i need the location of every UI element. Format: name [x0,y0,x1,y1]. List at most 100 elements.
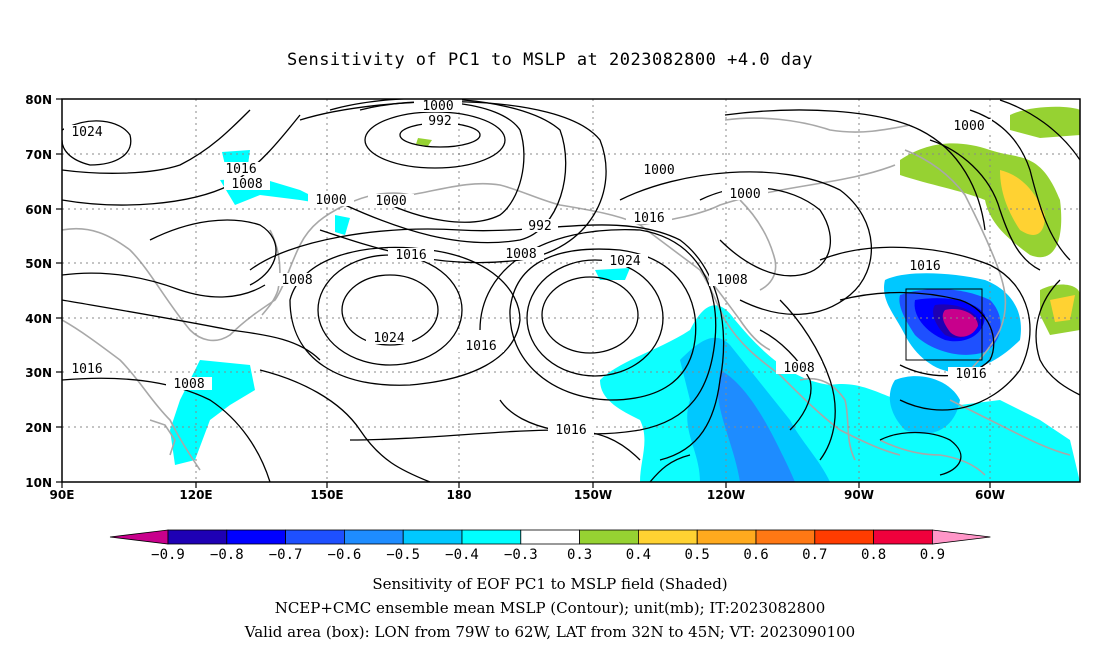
contour-label: 1000 [722,187,768,202]
contour-label: 1008 [224,177,270,192]
contour-label: 1016 [548,423,594,438]
colorbar-tick-label: −0.9 [151,547,185,563]
lon-label: 120W [707,488,745,502]
contour-label: 1016 [626,211,672,226]
contour-label: 1008 [709,273,755,288]
colorbar-segment [461,529,522,545]
colorbar-segment [226,529,287,545]
contour-label: 1016 [458,339,504,354]
contour-label: 1016 [218,162,264,177]
map-frame [61,98,1081,483]
colorbar-tick-label: −0.6 [328,547,362,563]
lon-label: 150W [574,488,612,502]
svg-text:1000: 1000 [315,193,346,208]
svg-text:1016: 1016 [955,367,986,382]
colorbar-segment [873,529,933,545]
mslp-contours [62,99,1080,482]
caption-shading: Sensitivity of EOF PC1 to MSLP field (Sh… [372,575,728,593]
svg-text:1016: 1016 [555,423,586,438]
colorbar-tick-label: 0.9 [920,547,945,563]
svg-text:1024: 1024 [71,125,102,140]
svg-text:1008: 1008 [505,247,536,262]
svg-text:992: 992 [428,114,451,129]
contour-label: 1024 [366,331,412,346]
colorbar-tick-label: 0.8 [861,547,886,563]
colorbar-tick-label: −0.8 [210,547,244,563]
svg-text:1008: 1008 [231,177,262,192]
grid-lines [62,99,1080,482]
lon-label: 180 [446,488,471,502]
colorbar-tick-label: 0.3 [567,547,592,563]
svg-text:1008: 1008 [783,361,814,376]
contour-label: 1024 [64,125,110,140]
lon-label: 120E [179,488,212,502]
contour-label: 1008 [776,361,822,376]
colorbar-segment [343,529,404,545]
colorbar-segment [814,529,874,545]
colorbar-segment [579,529,639,545]
tick-marks [56,98,991,488]
colorbar-segment [696,529,757,545]
lat-labels: 80N 70N 60N 50N 40N 30N 20N 10N [25,93,52,490]
colorbar-segment [285,529,345,545]
contour-label: 1000 [308,193,354,208]
colorbar-segment [520,529,580,545]
svg-text:1016: 1016 [465,339,496,354]
colorbar-arrow-right [932,529,991,545]
colorbar-segment [755,529,816,545]
lon-label: 90E [50,488,75,502]
colorbar-tick-label: −0.7 [269,547,303,563]
colorbar-tick-label: −0.5 [386,547,420,563]
contour-label: 1016 [902,259,948,274]
svg-text:1000: 1000 [729,187,760,202]
lon-labels: 90E 120E 150E 180 150W 120W 90W 60W [50,488,1005,502]
lat-label: 70N [25,148,52,162]
colorbar-tick-label: 0.6 [743,547,768,563]
contour-label: 1000 [636,163,682,178]
svg-text:1008: 1008 [281,273,312,288]
colorbar [109,529,991,545]
svg-text:1016: 1016 [909,259,940,274]
coastlines [62,117,1071,476]
svg-text:1000: 1000 [422,99,453,114]
contour-label: 1008 [498,247,544,262]
contour-label: 1016 [64,362,110,377]
colorbar-labels: −0.9 −0.8 −0.7 −0.6 −0.5 −0.4 −0.3 0.3 0.4 0.5 0.6… [151,547,945,563]
lat-label: 50N [25,257,52,271]
caption-valid-area: Valid area (box): LON from 79W to 62W, L… [244,623,856,641]
valid-area-box [905,288,983,361]
colorbar-tick-label: −0.4 [445,547,479,563]
contour-label: 1000 [946,119,992,134]
contour-label: 1000 [368,194,414,209]
map-title: Sensitivity of PC1 to MSLP at 2023082800… [286,50,813,70]
contour-label: 992 [522,219,558,234]
svg-text:992: 992 [528,219,551,234]
svg-text:1016: 1016 [395,248,426,263]
svg-text:1024: 1024 [609,254,640,269]
contour-label: 1016 [948,367,994,382]
contour-label-layer: 1000 992 1024 1016 1008 1000 1000 1000 9… [64,99,994,438]
lat-label: 20N [25,421,52,435]
colorbar-tick-label: 0.7 [802,547,827,563]
lat-label: 40N [25,312,52,326]
svg-text:1016: 1016 [225,162,256,177]
svg-text:1016: 1016 [71,362,102,377]
lat-label: 60N [25,203,52,217]
svg-text:1008: 1008 [173,377,204,392]
colorbar-segment [402,529,463,545]
lat-label: 10N [25,476,52,490]
contour-label: 1016 [388,248,434,263]
svg-text:1000: 1000 [953,119,984,134]
contour-label: 1000 [414,99,462,114]
lon-label: 90W [844,488,874,502]
colorbar-segment [167,529,228,545]
svg-text:1024: 1024 [373,331,404,346]
svg-text:1008: 1008 [716,273,747,288]
colorbar-tick-label: 0.4 [626,547,651,563]
colorbar-tick-label: −0.3 [504,547,538,563]
colorbar-arrow-left [109,529,169,545]
svg-text:1016: 1016 [633,211,664,226]
colorbar-segment [638,529,698,545]
caption-contour: NCEP+CMC ensemble mean MSLP (Contour); u… [274,599,826,617]
